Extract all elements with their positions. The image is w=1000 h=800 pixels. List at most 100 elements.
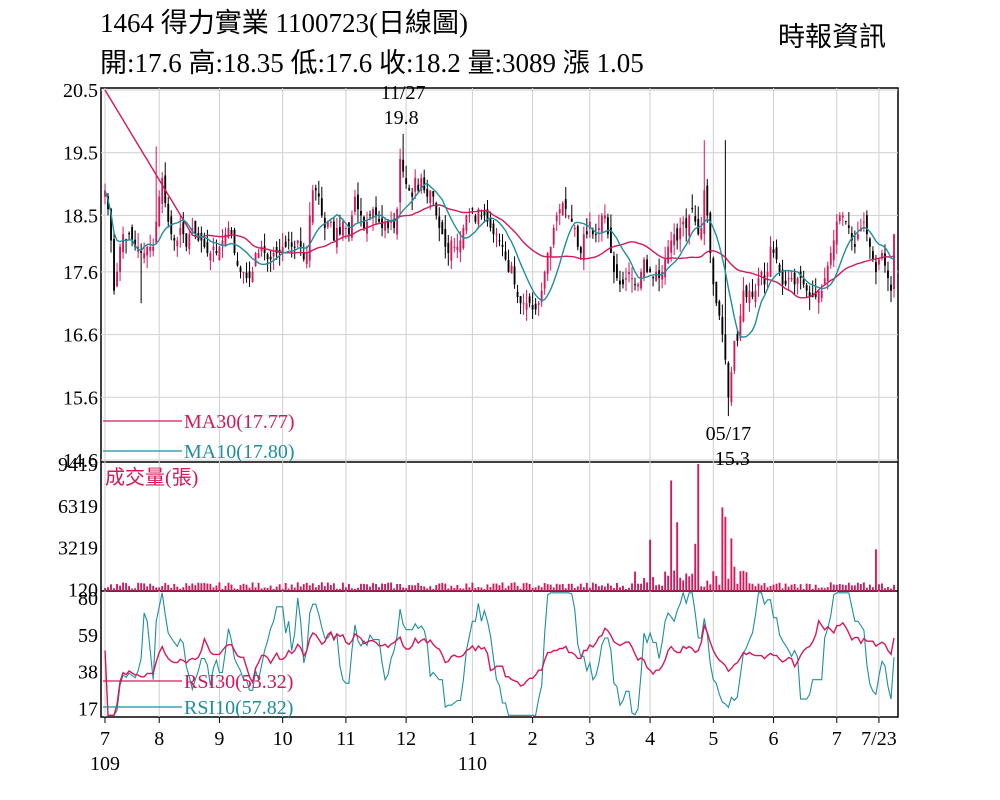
volume-bar bbox=[287, 588, 290, 591]
candle-body bbox=[248, 271, 251, 279]
candle-body bbox=[155, 221, 158, 243]
candle-body bbox=[393, 221, 396, 228]
candle-body bbox=[616, 264, 618, 279]
candle-body bbox=[456, 246, 459, 250]
candle-body bbox=[444, 228, 447, 247]
volume-bar bbox=[709, 584, 712, 591]
volume-bar bbox=[212, 587, 215, 591]
volume-bar bbox=[308, 585, 311, 591]
volume-bar bbox=[808, 584, 811, 591]
volume-bar bbox=[790, 584, 793, 591]
volume-bar bbox=[516, 585, 519, 591]
candle-body bbox=[874, 261, 877, 272]
volume-bar bbox=[266, 587, 269, 591]
volume-bar bbox=[606, 583, 609, 591]
volume-bar bbox=[841, 584, 844, 591]
candle-body bbox=[754, 290, 757, 302]
candle-body bbox=[194, 220, 197, 235]
ma10-line bbox=[104, 182, 895, 338]
volume-bar bbox=[423, 586, 426, 591]
candle-body bbox=[576, 226, 579, 247]
candle-body bbox=[242, 271, 245, 274]
volume-bar bbox=[459, 588, 462, 591]
candle-body bbox=[266, 254, 269, 260]
volume-bar bbox=[609, 585, 612, 591]
candle-body bbox=[727, 362, 730, 398]
volume-bar bbox=[628, 587, 630, 591]
volume-bar bbox=[513, 582, 516, 591]
candle-body bbox=[140, 250, 143, 254]
candle-body bbox=[862, 221, 865, 223]
candle-body bbox=[432, 190, 435, 197]
candle-body bbox=[215, 251, 218, 254]
volume-bar bbox=[640, 583, 642, 591]
volume-bar bbox=[164, 583, 167, 591]
candle-body bbox=[540, 290, 543, 303]
candle-body bbox=[591, 229, 594, 235]
volume-bar bbox=[131, 588, 134, 591]
volume-bar bbox=[399, 583, 402, 591]
volume-bar bbox=[784, 583, 787, 591]
candle-body bbox=[314, 187, 317, 191]
volume-bar bbox=[703, 586, 706, 591]
candle-body bbox=[357, 194, 359, 210]
volume-bar bbox=[805, 583, 808, 591]
candle-body bbox=[230, 230, 233, 235]
volume-bar bbox=[194, 585, 197, 591]
volume-bar bbox=[483, 588, 486, 591]
month-label: 10 bbox=[273, 728, 293, 750]
volume-bar bbox=[372, 583, 374, 591]
candle-body bbox=[588, 221, 591, 229]
candle-body bbox=[179, 227, 182, 235]
volume-bar bbox=[757, 583, 760, 591]
candle-body bbox=[634, 284, 636, 286]
candle-body bbox=[829, 253, 832, 265]
price-tick-label: 16.6 bbox=[63, 325, 98, 347]
candle-body bbox=[522, 303, 525, 305]
volume-bar bbox=[278, 584, 281, 591]
volume-bar bbox=[152, 585, 155, 591]
volume-bar bbox=[570, 583, 573, 591]
volume-bar bbox=[182, 587, 185, 591]
candle-body bbox=[757, 278, 760, 286]
volume-bar bbox=[140, 583, 143, 591]
candle-body bbox=[549, 246, 552, 258]
volume-bar bbox=[465, 583, 468, 591]
year-label: 109 bbox=[90, 753, 120, 775]
candle-body bbox=[320, 198, 323, 216]
candle-body bbox=[606, 217, 609, 235]
volume-bar bbox=[378, 587, 380, 591]
volume-bar bbox=[796, 587, 799, 591]
volume-bar bbox=[411, 585, 414, 591]
volume-bar bbox=[856, 582, 859, 591]
volume-bar bbox=[275, 586, 278, 591]
volume-bar bbox=[396, 583, 399, 591]
volume-bar bbox=[670, 480, 673, 591]
candle-body bbox=[733, 340, 736, 371]
candle-body bbox=[700, 227, 703, 239]
volume-bar bbox=[375, 583, 377, 591]
candle-body bbox=[245, 272, 248, 279]
rsi-tick-label: 80 bbox=[78, 588, 98, 610]
volume-bar bbox=[158, 587, 161, 591]
candle-body bbox=[290, 242, 293, 247]
month-label: 3 bbox=[585, 728, 595, 750]
month-label: 1 bbox=[467, 728, 477, 750]
volume-bar bbox=[561, 584, 564, 591]
volume-bar bbox=[167, 584, 170, 591]
volume-bar bbox=[248, 587, 251, 591]
month-label: 7 bbox=[832, 728, 842, 750]
volume-bar bbox=[881, 583, 883, 591]
volume-bar bbox=[125, 583, 128, 591]
volume-bar bbox=[351, 588, 353, 591]
candle-body bbox=[363, 216, 365, 228]
volume-bar bbox=[317, 584, 320, 591]
candle-body bbox=[468, 215, 471, 217]
candle-body bbox=[504, 251, 507, 260]
volume-bar bbox=[543, 583, 546, 591]
candle-body bbox=[332, 221, 335, 241]
volume-bar bbox=[712, 571, 715, 591]
volume-bar bbox=[408, 585, 411, 591]
volume-bar bbox=[137, 582, 140, 591]
candle-body bbox=[661, 271, 664, 280]
